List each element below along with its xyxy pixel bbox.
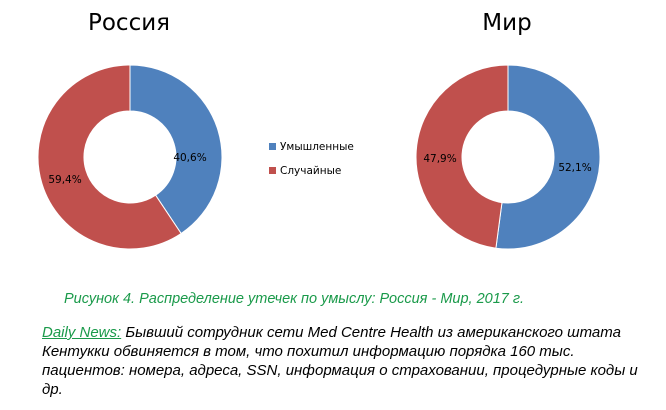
legend-swatch-blue-icon (269, 143, 276, 150)
legend-item-intentional: Умышленные (269, 140, 354, 153)
label-intentional-russia: 40,6% (173, 152, 206, 164)
slice-intentional-world (495, 64, 601, 250)
chart-title-world: Мир (482, 10, 532, 36)
donut-chart-russia: 40,6% 59,4% (37, 64, 223, 250)
label-intentional-world: 52,1% (558, 162, 591, 174)
news-text: Бывший сотрудник сети Med Centre Health … (42, 324, 638, 398)
news-source-link[interactable]: Daily News: (42, 324, 122, 341)
slice-accidental-world (415, 64, 509, 249)
chart-title-russia: Россия (87, 10, 171, 36)
legend-label: Умышленные (280, 140, 354, 153)
slice-intentional-russia (129, 64, 223, 235)
figure-caption: Рисунок 4. Распределение утечек по умысл… (64, 291, 525, 307)
slice-accidental-russia (37, 64, 182, 250)
chart-legend: Умышленные Случайные (269, 140, 354, 188)
news-paragraph: Daily News: Бывший сотрудник сети Med Ce… (42, 323, 642, 399)
legend-label: Случайные (280, 164, 342, 177)
legend-swatch-red-icon (269, 167, 276, 174)
donut-chart-world: 52,1% 47,9% (415, 64, 601, 250)
label-accidental-world: 47,9% (423, 153, 456, 165)
legend-item-accidental: Случайные (269, 164, 354, 177)
label-accidental-russia: 59,4% (48, 174, 81, 186)
